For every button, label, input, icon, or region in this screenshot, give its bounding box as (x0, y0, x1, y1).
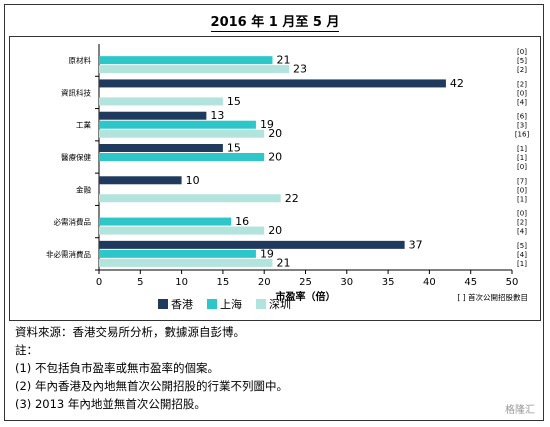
data-label: 15 (227, 142, 241, 155)
bar-香港 (99, 144, 223, 152)
x-tick-label: 15 (217, 277, 230, 288)
notes-heading: 註： (15, 343, 38, 357)
data-label: 19 (260, 247, 274, 260)
legend-label: 香港 (171, 298, 193, 311)
source-note: 資料來源：香港交易所分析，數據源自彭博。 (15, 325, 245, 339)
bar-香港 (99, 240, 405, 249)
data-label: 20 (268, 224, 282, 237)
legend-swatch (158, 299, 168, 309)
bar-深圳 (99, 65, 289, 74)
ipo-count-label: [16] (515, 131, 530, 139)
note-item-2: (2) 年內香港及內地無首次公開招股的行業不列圖中。 (15, 379, 288, 393)
ipo-count-label: [1] (517, 145, 527, 153)
bar-深圳 (99, 194, 281, 203)
ipo-count-label: [0] (517, 89, 527, 97)
x-tick-label: 35 (382, 277, 395, 288)
ipo-count-label: [0] (517, 163, 527, 171)
bar-香港 (99, 111, 207, 120)
x-tick-label: 5 (137, 277, 143, 288)
x-tick-label: 25 (299, 277, 312, 288)
category-label: 醫療保健 (61, 152, 91, 162)
legend-swatch (207, 299, 217, 309)
bar-香港 (99, 176, 182, 185)
ipo-count-label: [1] (517, 195, 527, 203)
note-item-3: (3) 2013 年內地並無首次公開招股。 (15, 397, 206, 411)
x-tick-label: 30 (340, 277, 353, 288)
bar-chart: 0 5 10 15 20 25 30 35 40 45 50 市盈率（倍） 原材料 [0] 21 [5] 23 [… (46, 44, 530, 311)
bar-香港 (99, 79, 446, 88)
ipo-count-label: [4] (517, 251, 527, 259)
x-tick-label: 0 (96, 277, 102, 288)
x-tick-label: 40 (423, 277, 436, 288)
legend-swatch (256, 299, 266, 309)
ipo-count-label: [2] (517, 80, 527, 88)
ipo-count-label: [4] (517, 228, 527, 236)
legend-label: 上海 (220, 297, 242, 311)
data-label: 15 (227, 95, 241, 108)
bar-上海 (99, 217, 232, 226)
data-label: 19 (260, 118, 274, 131)
bar-上海 (99, 153, 265, 161)
category-label: 非必需消費品 (46, 249, 91, 259)
figure-frame: 2016 年 1 月至 5 月 0 5 10 15 20 25 30 35 40 45 50 市盈率（… (4, 4, 544, 421)
data-label: 42 (450, 77, 464, 90)
ipo-legend-label: [ ] 首次公開招股數目 (457, 292, 528, 302)
ipo-count-label: [4] (517, 98, 527, 106)
data-label: 21 (276, 256, 290, 269)
category-label: 必需消費品 (54, 217, 92, 227)
ipo-count-label: [2] (517, 66, 527, 74)
data-label: 22 (285, 192, 299, 205)
x-tick-label: 10 (175, 277, 188, 288)
ipo-count-label: [0] (517, 48, 527, 56)
category-label: 資訊科技 (61, 87, 91, 97)
x-axis-label: 市盈率（倍） (276, 290, 336, 303)
bar-上海 (99, 56, 273, 65)
bar-深圳 (99, 97, 223, 106)
bar-深圳 (99, 258, 273, 267)
bar-深圳 (99, 226, 265, 235)
data-label: 21 (276, 54, 290, 67)
ipo-count-label: [0] (517, 210, 527, 218)
bar-上海 (99, 249, 256, 258)
ipo-count-label: [7] (517, 177, 527, 185)
data-label: 10 (186, 174, 200, 187)
x-tick-label: 45 (464, 277, 477, 288)
data-label: 20 (268, 127, 282, 140)
ipo-count-label: [3] (517, 122, 527, 130)
legend-label: 深圳 (269, 298, 291, 311)
category-label: 金融 (76, 184, 91, 194)
ipo-count-label: [6] (517, 113, 527, 121)
ipo-count-label: [2] (517, 219, 527, 227)
ipo-count-label: [1] (517, 260, 527, 268)
notes-block: 資料來源：香港交易所分析，數據源自彭博。 註： (1) 不包括負市盈率或無市盈率… (15, 323, 535, 413)
data-label: 37 (409, 238, 423, 251)
chart-area: 0 5 10 15 20 25 30 35 40 45 50 市盈率（倍） 原材料 [0] 21 [5] 23 [… (9, 36, 541, 321)
ipo-count-label: [5] (517, 242, 527, 250)
data-label: 16 (235, 215, 249, 228)
ipo-count-label: [5] (517, 57, 527, 65)
ipo-count-label: [1] (517, 154, 527, 162)
bar-深圳 (99, 129, 265, 138)
chart-title: 2016 年 1 月至 5 月 (210, 15, 340, 32)
x-tick-label: 50 (506, 277, 519, 288)
note-item-1: (1) 不包括負市盈率或無市盈率的個案。 (15, 361, 219, 375)
ipo-count-label: [0] (517, 186, 527, 194)
watermark: 格隆汇 (505, 405, 535, 416)
x-tick-label: 20 (258, 277, 271, 288)
bar-上海 (99, 120, 256, 129)
category-label: 工業 (76, 120, 91, 130)
category-label: 原材料 (69, 55, 92, 65)
data-label: 20 (268, 151, 282, 164)
data-label: 23 (293, 63, 307, 76)
data-label: 13 (210, 109, 224, 122)
